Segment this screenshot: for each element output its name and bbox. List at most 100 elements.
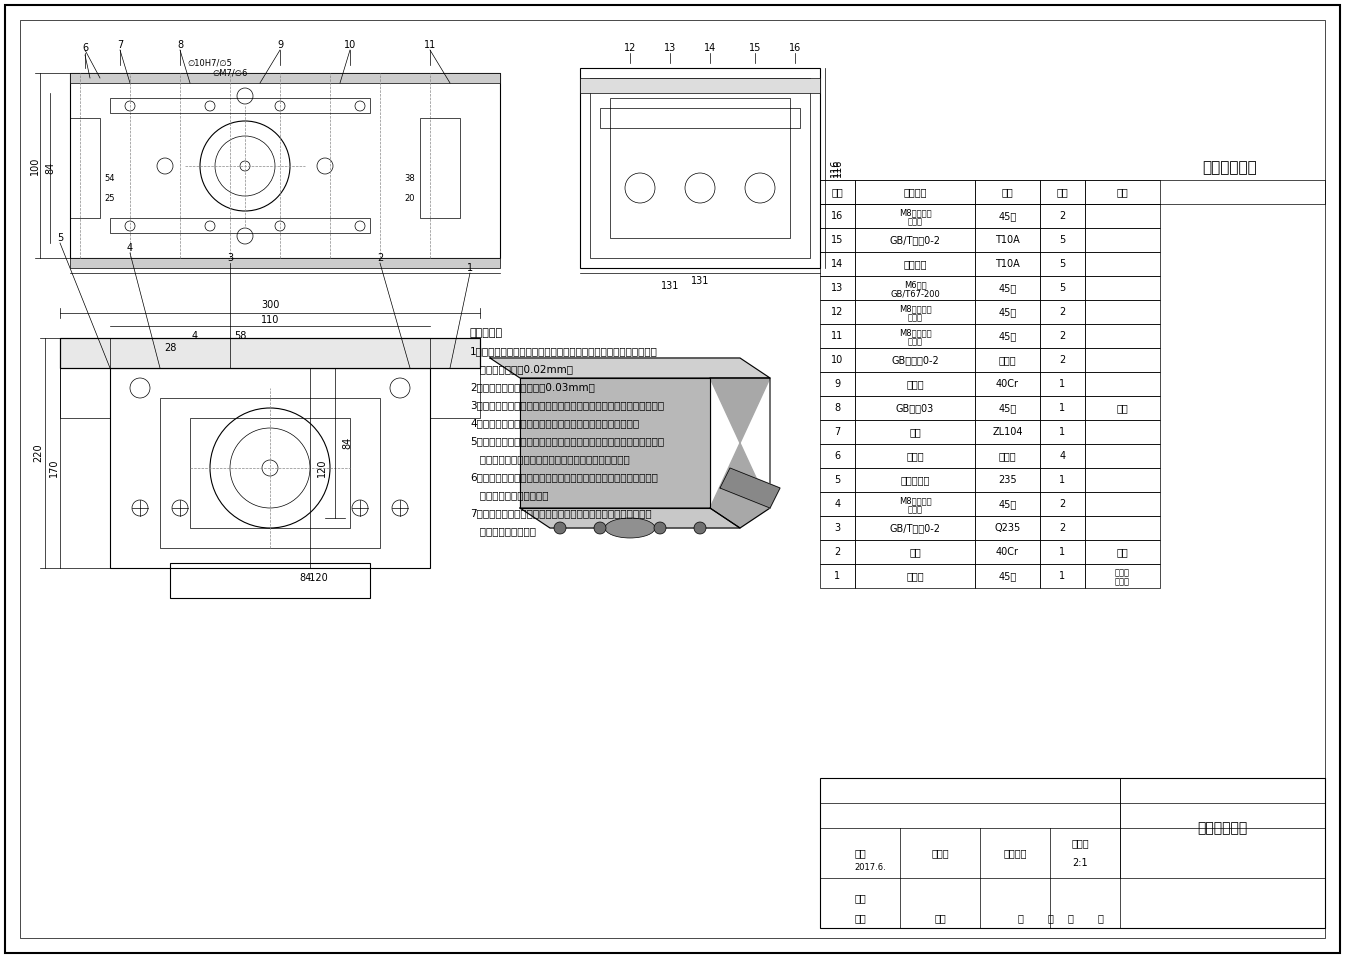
Text: 14: 14	[831, 259, 843, 269]
Bar	[1085, 564, 1159, 588]
Text: 3、压板应压在工件上刚度大点的部位，保证加工精度和夹紧不变形。: 3、压板应压在工件上刚度大点的部位，保证加工精度和夹紧不变形。	[469, 400, 664, 410]
Text: 损伤等零件表面的缺陷，装配前必须清理和清洗干净。: 损伤等零件表面的缺陷，装配前必须清理和清洗干净。	[469, 454, 629, 464]
Text: M8内六角固: M8内六角固	[898, 208, 931, 217]
Text: 15: 15	[749, 43, 761, 53]
Bar	[975, 516, 1040, 540]
Text: 定螺栓: 定螺栓	[908, 313, 923, 323]
Bar	[855, 372, 975, 396]
Bar	[1040, 276, 1085, 300]
Bar	[1085, 420, 1159, 444]
Text: 5: 5	[56, 233, 63, 243]
Bar	[975, 276, 1040, 300]
Bar	[855, 396, 975, 420]
Text: 定螺栓: 定螺栓	[908, 217, 923, 226]
Text: 2: 2	[1060, 523, 1065, 533]
Bar	[855, 516, 975, 540]
Bar	[1040, 372, 1085, 396]
Text: 5: 5	[1060, 259, 1065, 269]
Text: 钻套衬套: 钻套衬套	[904, 259, 927, 269]
Text: Q235: Q235	[994, 523, 1021, 533]
Text: T10A: T10A	[995, 259, 1020, 269]
Text: 材料: 材料	[1002, 187, 1013, 197]
Text: 6、同一零件用多件螺钉（螺栓）紧固时，各螺钉（螺栓）需交叉、: 6、同一零件用多件螺钉（螺栓）紧固时，各螺钉（螺栓）需交叉、	[469, 472, 658, 482]
Bar	[820, 204, 855, 228]
Text: 钻模固定块: 钻模固定块	[900, 475, 929, 485]
Bar	[580, 68, 820, 268]
Text: 2017.6.: 2017.6.	[854, 863, 886, 873]
Bar	[1120, 778, 1325, 878]
Text: 12: 12	[831, 307, 843, 317]
Text: 1: 1	[1060, 379, 1065, 389]
Bar	[820, 300, 855, 324]
Bar	[160, 398, 381, 548]
Bar	[855, 540, 975, 564]
Bar	[820, 348, 855, 372]
Text: 4: 4	[834, 499, 841, 509]
Bar	[1040, 468, 1085, 492]
Bar	[975, 372, 1040, 396]
Text: 13: 13	[664, 43, 677, 53]
Text: 9: 9	[834, 379, 841, 389]
Text: 11: 11	[831, 331, 843, 341]
Polygon shape	[521, 508, 740, 528]
Text: 8: 8	[178, 40, 183, 50]
Text: 定螺栓: 定螺栓	[908, 337, 923, 347]
Bar	[855, 228, 975, 252]
Text: 16: 16	[790, 43, 802, 53]
Text: GB/T67-200: GB/T67-200	[890, 289, 940, 299]
Text: 220: 220	[34, 444, 43, 463]
Text: 支撑板: 支撑板	[907, 451, 924, 461]
Bar	[855, 492, 975, 516]
Bar	[1040, 180, 1085, 204]
Text: 阶段标识: 阶段标识	[1003, 848, 1026, 858]
Text: 削边销: 削边销	[907, 379, 924, 389]
Bar	[70, 73, 500, 258]
Bar	[820, 778, 1325, 928]
Text: GB六棱销0-2: GB六棱销0-2	[892, 355, 939, 365]
Text: 量比例: 量比例	[1071, 838, 1089, 848]
Text: 45钢: 45钢	[998, 403, 1017, 413]
Text: 阀座钻孔夹具: 阀座钻孔夹具	[1197, 821, 1247, 835]
Text: 批准: 批准	[935, 913, 946, 923]
Bar	[110, 98, 370, 113]
Text: 1、工件装夹应该与底板定位面牢靠贴合，保证工件上表面与底板面: 1、工件装夹应该与底板定位面牢靠贴合，保证工件上表面与底板面	[469, 346, 658, 356]
Text: 54: 54	[105, 173, 116, 183]
Bar	[855, 324, 975, 348]
Text: 数量: 数量	[1057, 187, 1068, 197]
Bar	[70, 73, 500, 83]
Bar	[975, 468, 1040, 492]
Text: 13: 13	[831, 283, 843, 293]
Bar	[820, 396, 855, 420]
Text: 标准化: 标准化	[931, 848, 948, 858]
Bar	[61, 338, 480, 368]
Text: 平行度公差小于0.02mm。: 平行度公差小于0.02mm。	[469, 364, 573, 374]
Bar	[820, 420, 855, 444]
Text: M8内六角固: M8内六角固	[898, 304, 931, 313]
Bar	[820, 324, 855, 348]
Ellipse shape	[605, 518, 655, 538]
Text: 零件名称: 零件名称	[904, 187, 927, 197]
Text: 4: 4	[126, 243, 133, 253]
Bar	[70, 118, 100, 218]
Text: 夹具体: 夹具体	[907, 571, 924, 581]
Text: M8内六角固: M8内六角固	[898, 496, 931, 505]
Bar	[1085, 492, 1159, 516]
Text: 淬火: 淬火	[1116, 403, 1128, 413]
Text: M8内六角固: M8内六角固	[898, 328, 931, 337]
Text: 7: 7	[117, 40, 124, 50]
Bar	[855, 348, 975, 372]
Text: 7: 7	[834, 427, 841, 437]
Bar	[975, 492, 1040, 516]
Bar	[1085, 300, 1159, 324]
Bar	[820, 492, 855, 516]
Text: 阀座钻孔夹具: 阀座钻孔夹具	[1202, 161, 1258, 175]
Text: 120: 120	[303, 573, 327, 583]
Bar	[611, 98, 790, 238]
Bar	[820, 228, 855, 252]
Bar	[975, 420, 1040, 444]
Bar	[1040, 228, 1085, 252]
Bar	[70, 258, 500, 268]
Text: 38: 38	[405, 173, 416, 183]
Bar	[855, 564, 975, 588]
Text: 170: 170	[48, 459, 59, 477]
